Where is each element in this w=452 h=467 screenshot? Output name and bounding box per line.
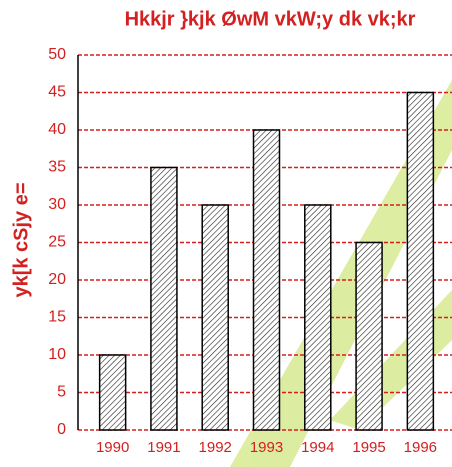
chart-title: Hkkjr }kjk ØwM vkW;y dk vk;kr	[125, 8, 416, 30]
bar	[151, 168, 177, 431]
bar	[254, 130, 280, 430]
y-tick-label: 25	[48, 234, 66, 251]
bar	[407, 93, 433, 431]
y-tick-label: 10	[48, 346, 66, 363]
x-tick-label: 1996	[404, 439, 437, 456]
y-tick-label: 45	[48, 84, 66, 101]
y-tick-label: 40	[48, 121, 66, 138]
y-tick-label: 20	[48, 271, 66, 288]
x-tick-label: 1992	[199, 439, 232, 456]
y-tick-label: 0	[57, 421, 66, 438]
bar	[356, 243, 382, 431]
y-tick-label: 15	[48, 309, 66, 326]
y-tick-label: 50	[48, 46, 66, 63]
x-tick-label: 1994	[301, 439, 334, 456]
chart: Hkkjr }kjk ØwM vkW;y dk vk;kr yk[k cSjy …	[0, 0, 452, 467]
x-tick-label: 1993	[250, 439, 283, 456]
x-tick-label: 1995	[352, 439, 385, 456]
y-tick-label: 5	[57, 384, 66, 401]
bar	[305, 205, 331, 430]
y-axis-label: yk[k cSjy e=	[10, 182, 32, 297]
y-tick-label: 30	[48, 196, 66, 213]
y-tick-label: 35	[48, 159, 66, 176]
x-tick-label: 1990	[96, 439, 129, 456]
x-tick-label: 1991	[147, 439, 180, 456]
bar	[202, 205, 228, 430]
bar	[100, 355, 126, 430]
